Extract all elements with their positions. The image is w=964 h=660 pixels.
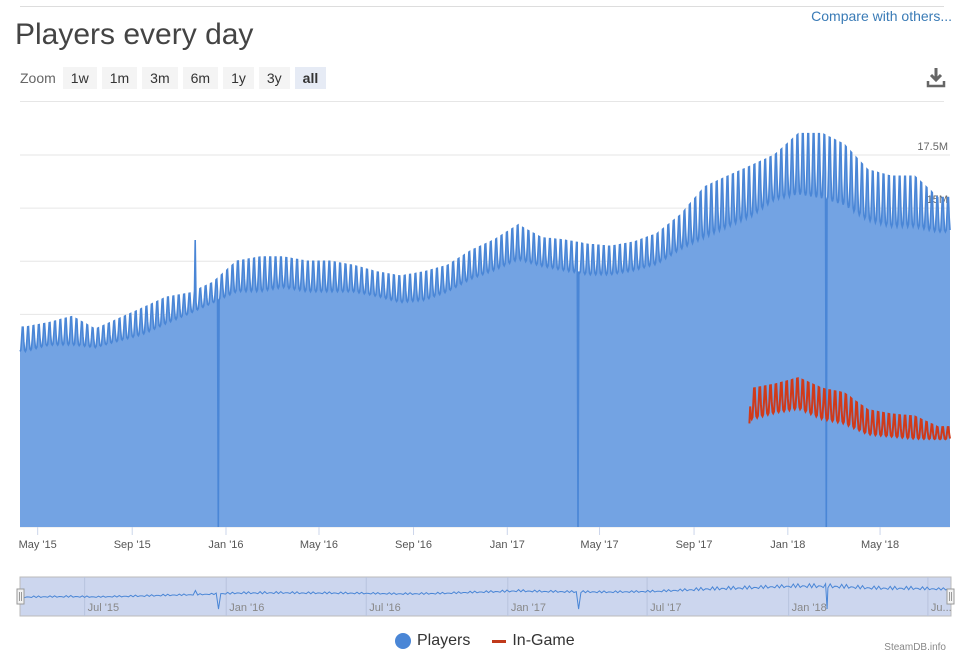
- x-tick-label: Sep '17: [676, 539, 713, 551]
- navigator-tick-label: Jan '16: [229, 602, 264, 614]
- navigator-tick-label: Jul '16: [369, 602, 400, 614]
- x-tick-label: Jan '17: [490, 539, 525, 551]
- y-tick-label: 17.5M: [917, 141, 948, 153]
- zoom-3y-button[interactable]: 3y: [258, 67, 290, 89]
- zoom-1w-button[interactable]: 1w: [62, 67, 97, 89]
- navigator-tick-label: Jan '17: [511, 602, 546, 614]
- ingame-legend-marker-icon[interactable]: [492, 639, 507, 643]
- navigator-tick-label: Ju...: [931, 602, 952, 614]
- navigator-right-handle[interactable]: [946, 588, 955, 605]
- page-title: Players every day: [15, 18, 254, 51]
- x-tick-label: May '15: [19, 539, 57, 551]
- legend: Players In-Game: [395, 632, 575, 650]
- players-legend-marker-icon[interactable]: [395, 633, 411, 649]
- ingame-line: [748, 377, 951, 441]
- credit-link[interactable]: SteamDB.info: [884, 642, 946, 653]
- compare-with-others-link[interactable]: Compare with others...: [811, 8, 952, 24]
- zoom-6m-button[interactable]: 6m: [182, 67, 219, 89]
- zoom-label: Zoom: [20, 70, 56, 86]
- navigator-tick-label: Jan '18: [792, 602, 827, 614]
- zoom-all-button[interactable]: all: [294, 67, 327, 89]
- navigator-series: [19, 582, 951, 610]
- x-tick-label: Sep '15: [114, 539, 151, 551]
- navigator-tick-label: Jul '15: [88, 602, 119, 614]
- zoom-1y-button[interactable]: 1y: [223, 67, 254, 89]
- navigator-left-handle[interactable]: [16, 588, 25, 605]
- zoom-controls: Zoom 1w 1m 3m 6m 1y 3y all: [20, 67, 327, 89]
- download-icon[interactable]: [926, 66, 946, 88]
- players-area: [20, 133, 950, 527]
- x-tick-label: May '16: [300, 539, 338, 551]
- x-tick-label: May '18: [861, 539, 899, 551]
- x-tick-label: May '17: [580, 539, 618, 551]
- legend-ingame[interactable]: In-Game: [512, 632, 575, 649]
- x-tick-label: Sep '16: [395, 539, 432, 551]
- x-tick-label: Jan '18: [770, 539, 805, 551]
- navigator-tick-label: Jul '17: [650, 602, 681, 614]
- header-divider: [20, 101, 944, 102]
- zoom-3m-button[interactable]: 3m: [142, 67, 178, 89]
- zoom-1m-button[interactable]: 1m: [101, 67, 138, 89]
- top-divider: [20, 6, 944, 7]
- legend-players[interactable]: Players: [417, 632, 471, 649]
- players-line: [19, 132, 951, 528]
- x-tick-label: Jan '16: [208, 539, 243, 551]
